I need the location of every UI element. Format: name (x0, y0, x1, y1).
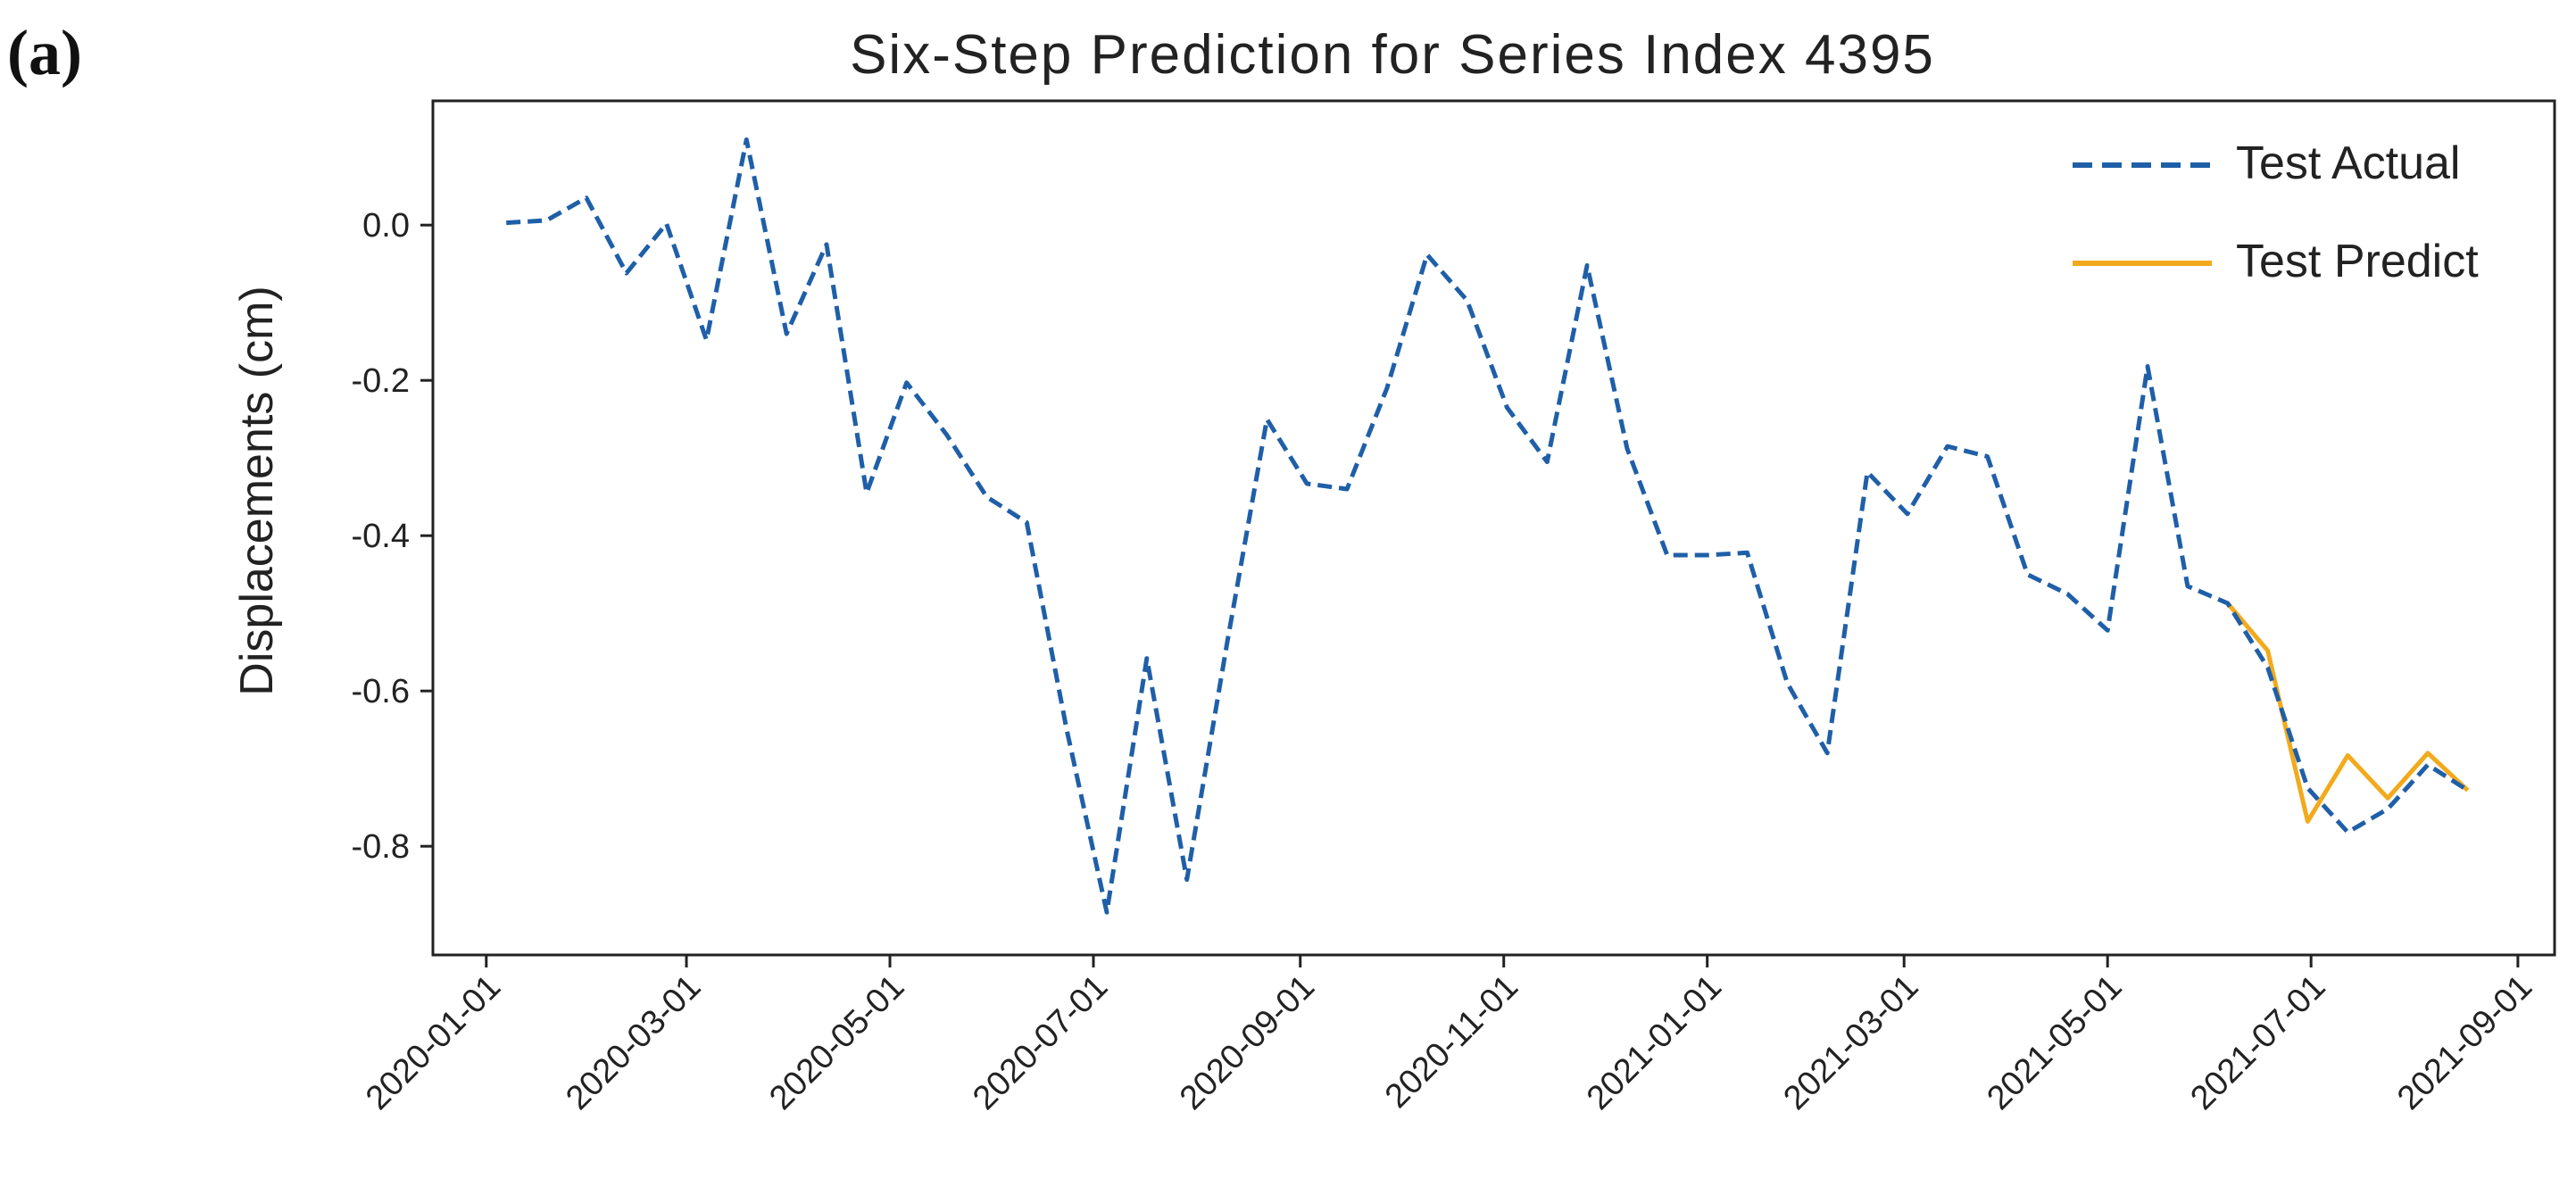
x-tick-label-7: 2021-03-01 (1776, 968, 1925, 1117)
y-tick-label-2: -0.4 (352, 518, 410, 555)
x-tick-label-2: 2020-05-01 (762, 968, 911, 1117)
legend-label-test-predict: Test Predict (2236, 236, 2479, 287)
y-axis: 0.0 -0.2 -0.4 -0.6 -0.8 (352, 207, 433, 866)
chart-title: Six-Step Prediction for Series Index 439… (850, 24, 1935, 86)
y-axis-label: Displacements (cm) (231, 286, 283, 695)
series-line-0 (506, 137, 2470, 915)
x-tick-label-1: 2020-03-01 (559, 968, 708, 1117)
y-tick-label-1: -0.2 (352, 362, 410, 400)
y-tick-label-0: 0.0 (362, 207, 410, 245)
y-tick-label-4: -0.8 (352, 828, 410, 866)
plot-frame (431, 99, 2556, 957)
legend: Test Actual Test Predict (2073, 137, 2479, 287)
x-tick-label-9: 2021-07-01 (2183, 968, 2332, 1117)
x-tick-label-8: 2021-05-01 (1980, 968, 2129, 1117)
series-layer (506, 137, 2470, 915)
legend-label-test-actual: Test Actual (2236, 137, 2460, 189)
x-tick-label-10: 2021-09-01 (2390, 968, 2539, 1117)
panel-label: (a) (7, 17, 82, 88)
x-tick-label-0: 2020-01-01 (359, 968, 508, 1117)
y-tick-label-3: -0.6 (352, 673, 410, 710)
x-axis: 2020-01-01 2020-03-01 2020-05-01 2020-07-01… (359, 955, 2539, 1117)
x-tick-label-5: 2020-11-01 (1378, 968, 1525, 1116)
x-tick-label-4: 2020-09-01 (1173, 968, 1322, 1117)
x-tick-label-6: 2021-01-01 (1580, 968, 1729, 1117)
x-tick-label-3: 2020-07-01 (966, 968, 1115, 1117)
series-line-1 (2225, 602, 2470, 824)
